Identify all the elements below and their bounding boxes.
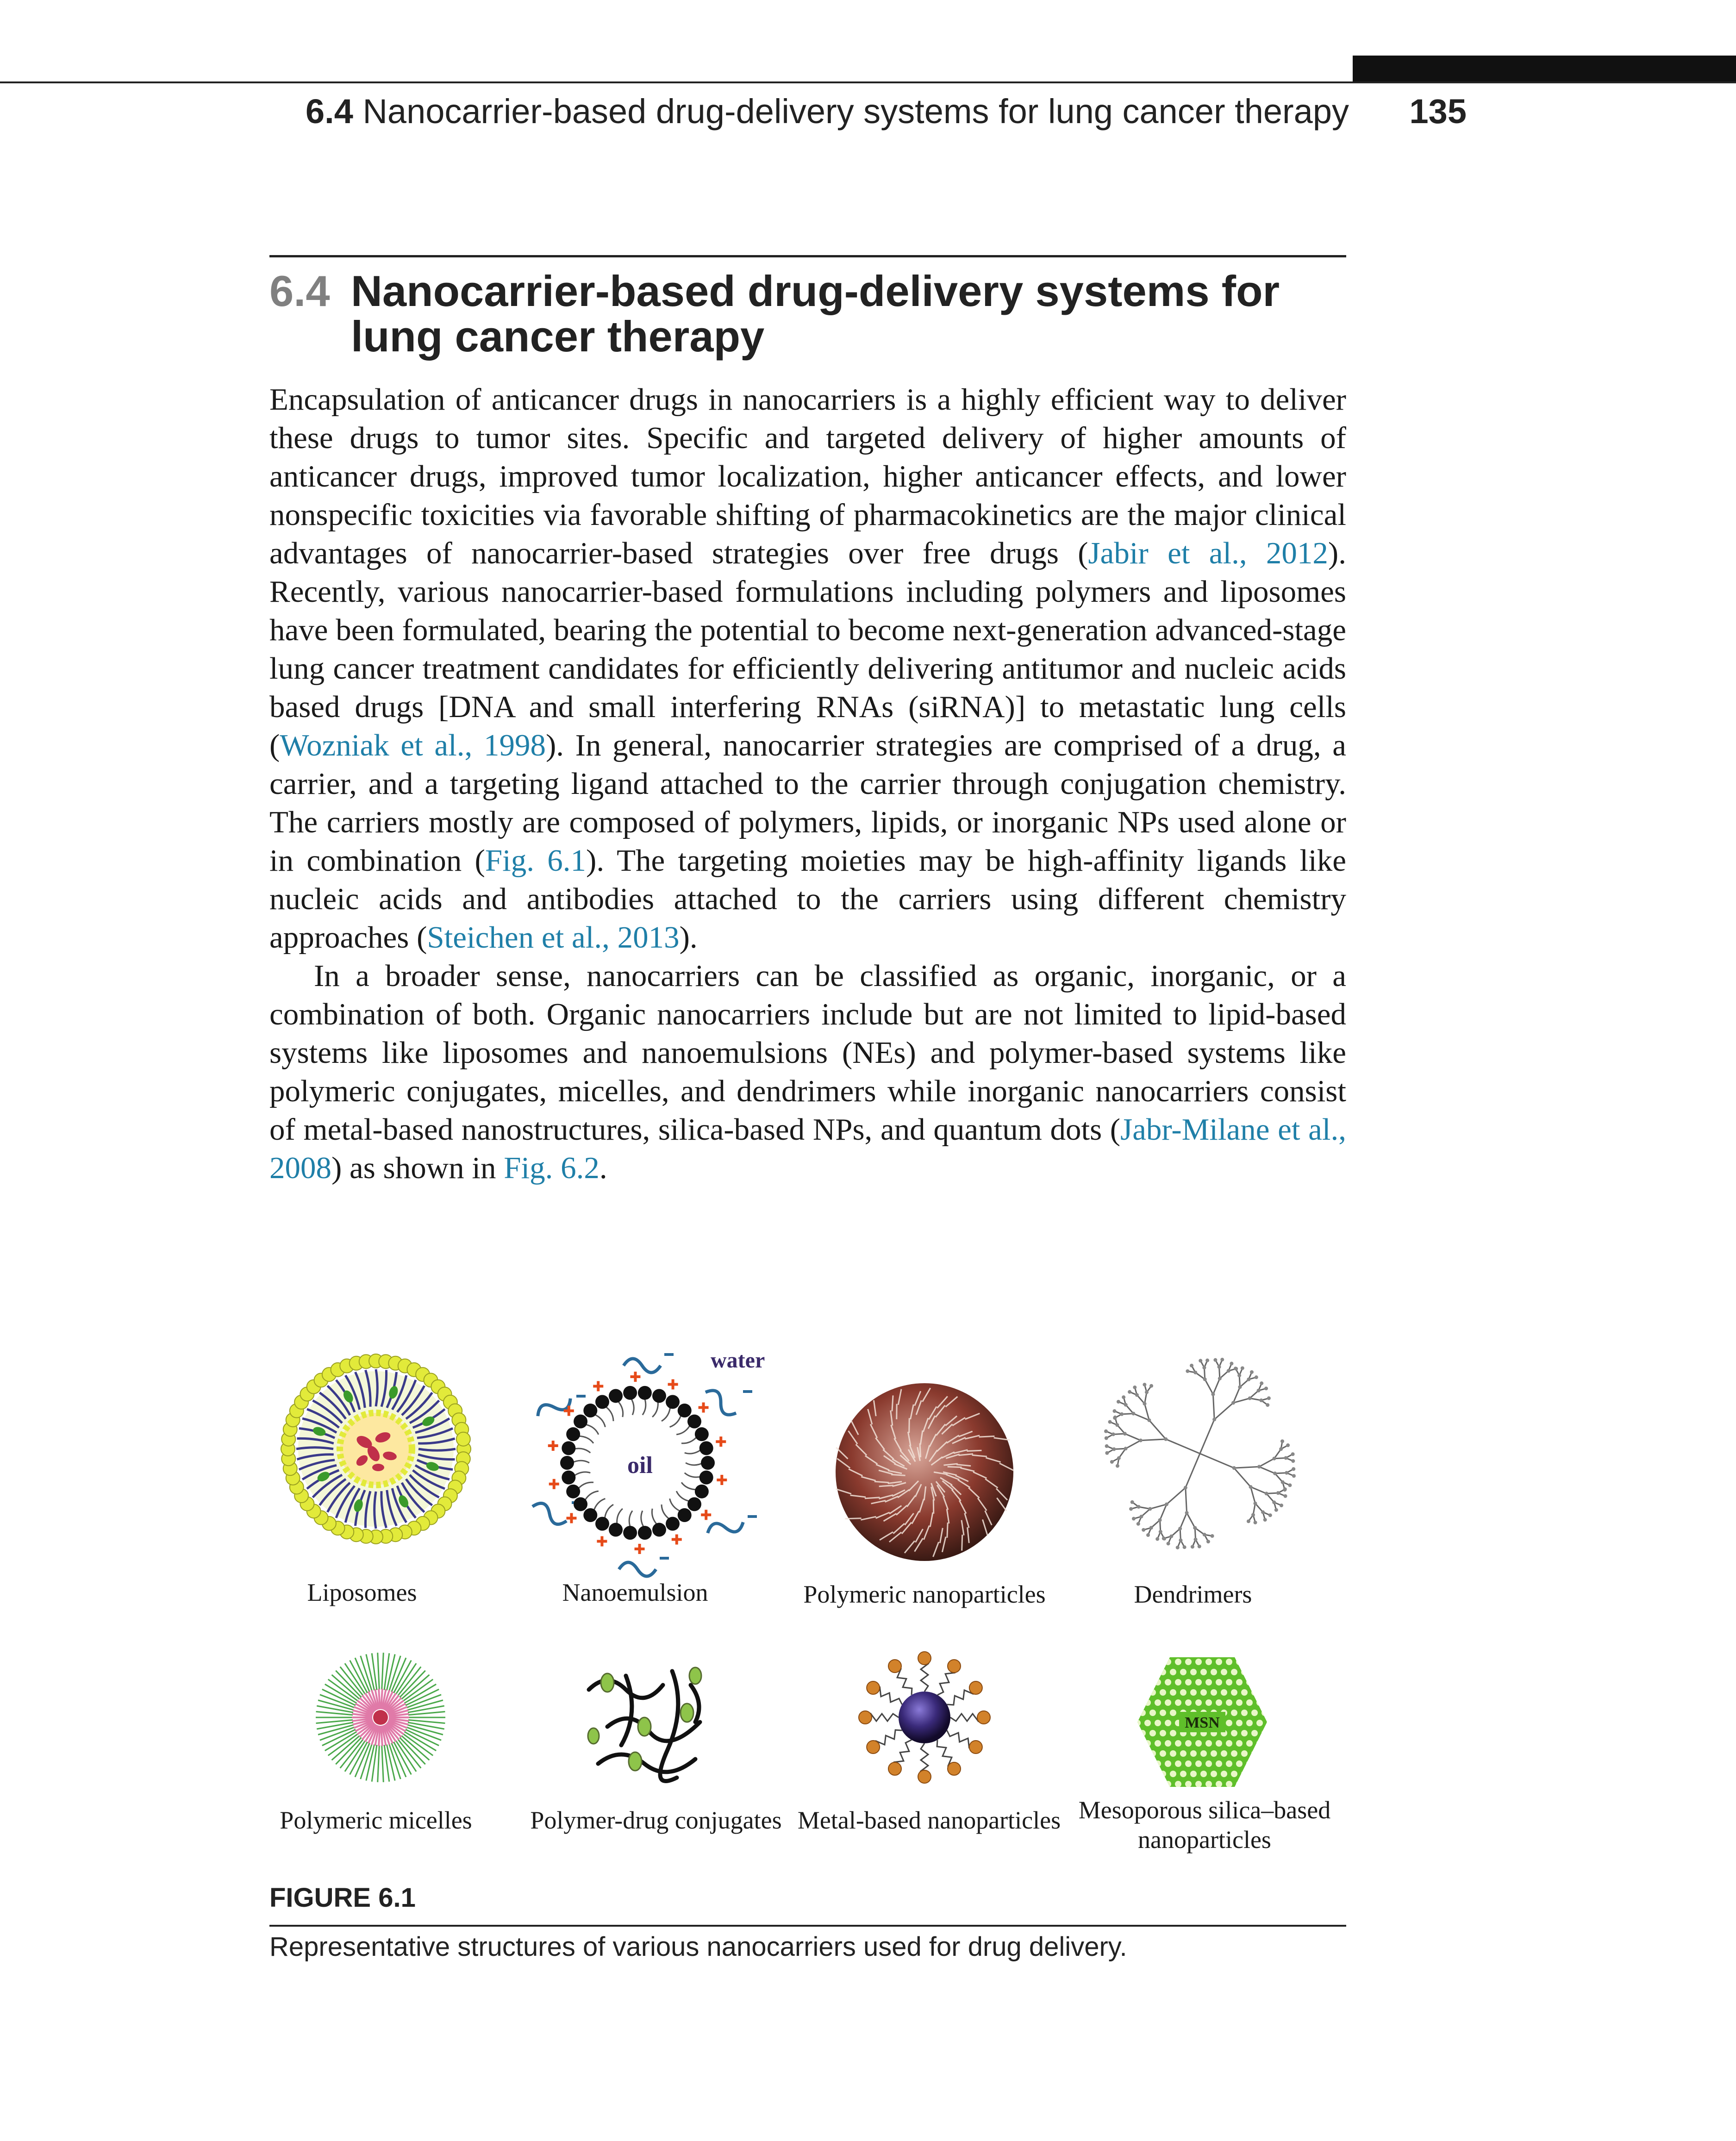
dendrimer-icon [1104,1358,1296,1549]
paragraph-text: ). The targeting moieties may be high-af… [269,843,1346,955]
msn-label: Mesoporous silica–based nanoparticles [1066,1795,1343,1854]
msn-illustration: MSN [1133,1657,1272,1787]
polymeric-micelle-icon [316,1653,445,1782]
paragraph-text: ). [679,920,698,955]
msn-label-line2: nanoparticles [1138,1826,1271,1854]
page-number: 135 [1409,92,1467,131]
figure-caption: Representative structures of various nan… [269,1932,1127,1962]
dendrimers-label: Dendrimers [1134,1580,1252,1608]
citation-link[interactable]: Jabr-Milane et al., 2008 [269,1112,1347,1185]
paragraph-1: Encapsulation of anticancer drugs in nan… [269,381,1346,957]
water-label: water [711,1348,765,1373]
header-black-bar [1353,56,1736,83]
citation-link[interactable]: Steichen et al., 2013 [427,920,680,955]
body-text: Encapsulation of anticancer drugs in nan… [269,381,1346,1187]
nanoemulsion-illustration: water oil [526,1338,767,1579]
oil-label: oil [627,1452,653,1479]
running-header-title: Nanocarrier-based drug-delivery systems … [362,92,1349,131]
running-header: 6.4 Nanocarrier-based drug-delivery syst… [0,92,1467,131]
liposomes-label: Liposomes [307,1579,417,1606]
figure-link[interactable]: Fig. 6.2 [504,1151,599,1185]
msn-label-line1: Mesoporous silica–based [1078,1796,1331,1824]
polymer-drug-conjugates-label: Polymer-drug conjugates [530,1806,782,1834]
paragraph-text: Encapsulation of anticancer drugs in nan… [269,382,1346,570]
metal-nanoparticle-illustration [855,1648,994,1787]
paragraph-text: . [599,1151,607,1185]
polymeric-micelles-label: Polymeric micelles [280,1806,472,1834]
polymeric-nanoparticles-label: Polymeric nanoparticles [803,1580,1046,1608]
msn-badge: MSN [1185,1714,1220,1731]
figure-label: FIGURE 6.1 [269,1883,416,1913]
paragraph-2: In a broader sense, nanocarriers can be … [269,957,1346,1187]
header-rule [0,81,1736,83]
polymer-drug-conjugate-illustration [580,1657,718,1787]
figure-6-1: Liposomes water oil Nanoemulsion [269,1324,1346,1884]
polymeric-micelle-illustration [311,1648,450,1787]
metal-nanoparticles-label: Metal-based nanoparticles [797,1806,1061,1834]
figure-rule [269,1925,1346,1927]
liposome-icon [281,1354,471,1544]
dendrimer-illustration [1070,1342,1330,1565]
msn-icon: MSN [1137,1657,1267,1787]
paragraph-text: ). In general, nanocarrier strategies ar… [269,728,1346,878]
liposome-illustration [279,1352,473,1546]
nanoemulsion-icon: water oil [531,1348,765,1578]
metal-nanoparticle-icon [858,1651,991,1784]
paragraph-text: In a broader sense, nanocarriers can be … [269,959,1346,1147]
section-title: Nanocarrier-based drug-delivery systems … [351,267,1280,361]
polymeric-nanoparticle-illustration [827,1375,1022,1569]
paragraph-text: ). Recently, various nanocarrier-based f… [269,536,1346,762]
citation-link[interactable]: Jabir et al., 2012 [1088,536,1328,570]
paragraph-text: ) as shown in [331,1151,504,1185]
nanoemulsion-label: Nanoemulsion [562,1579,708,1606]
polymeric-nanoparticle-icon [836,1383,1014,1561]
polymer-drug-conjugate-icon [587,1667,702,1783]
running-header-section-number: 6.4 [306,92,353,131]
figure-link[interactable]: Fig. 6.1 [485,843,587,878]
citation-link[interactable]: Wozniak et al., 1998 [280,728,546,762]
section-number: 6.4 [269,267,330,315]
section-rule [269,255,1346,257]
